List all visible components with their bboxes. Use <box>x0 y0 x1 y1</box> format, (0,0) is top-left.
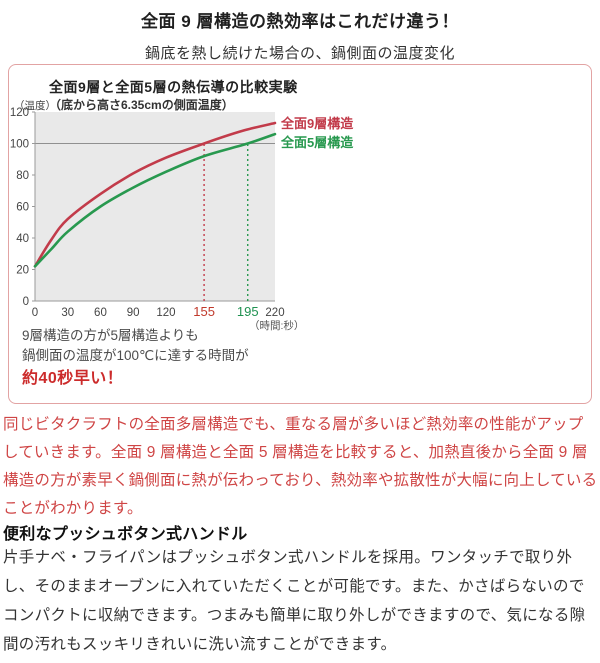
x-tick-label: 0 <box>32 307 38 319</box>
y-tick-label: 80 <box>16 170 29 182</box>
plot-background <box>35 112 275 301</box>
series-curve-9layer <box>33 121 277 268</box>
page-title: 全面 9 層構造の熱効率はこれだけ違う！ <box>141 12 459 31</box>
series-curve-5layer <box>33 132 277 268</box>
x-tick-label: 155 <box>193 304 215 319</box>
y-tick-label: 40 <box>16 233 29 245</box>
heat-efficiency-description: 同じビタクラフトの全面多層構造でも、重なる層が多いほど熱効率の性能がアップしてい… <box>3 416 598 517</box>
y-axis-unit-label: （温度） <box>14 100 56 112</box>
x-axis-unit-label: （時間:秒） <box>249 320 305 332</box>
x-tick-label: 195 <box>237 304 259 319</box>
handle-section-heading: 便利なプッシュボタン式ハンドル <box>3 526 248 543</box>
chart-title: 全面9層と全面5層の熱伝導の比較実験 <box>49 79 298 95</box>
x-tick-label: 90 <box>127 307 140 319</box>
caption-line-1: 9層構造の方が5層構造よりも <box>22 328 199 343</box>
handle-section-body: 片手ナベ・フライパンはプッシュボタン式ハンドルを採用。ワンタッチで取り外し、その… <box>3 549 586 653</box>
x-tick-label: 30 <box>61 307 74 319</box>
legend-label-9layer: 全面9層構造 <box>281 116 354 131</box>
legend-label-5layer: 全面5層構造 <box>281 135 354 150</box>
y-tick-label: 120 <box>10 107 29 119</box>
chart-subtitle: （底から高さ6.35cmの側面温度） <box>49 98 234 112</box>
x-tick-label: 60 <box>94 307 107 319</box>
y-tick-label: 0 <box>23 296 29 308</box>
caption-line-2: 鍋側面の温度が100℃に達する時間が <box>22 348 249 363</box>
y-tick-label: 100 <box>10 139 29 151</box>
chart-panel: 0 20 40 60 80 100 120 0 30 60 90 120 155 195 220 全面9層と… <box>8 64 592 404</box>
y-tick-label: 60 <box>16 202 29 214</box>
chart-caption: 9層構造の方が5層構造よりも 鍋側面の温度が100℃に達する時間が 約40秒早い… <box>22 326 249 389</box>
x-tick-label: 120 <box>156 307 175 319</box>
page-subtitle: 鍋底を熱し続けた場合の、鍋側面の温度変化 <box>144 45 455 62</box>
y-tick-label: 20 <box>16 265 29 277</box>
temperature-line-chart: 0 20 40 60 80 100 120 0 30 60 90 120 155 195 220 <box>10 107 285 319</box>
x-tick-label: 220 <box>265 307 284 319</box>
caption-highlight: 約40秒早い！ <box>22 370 124 387</box>
